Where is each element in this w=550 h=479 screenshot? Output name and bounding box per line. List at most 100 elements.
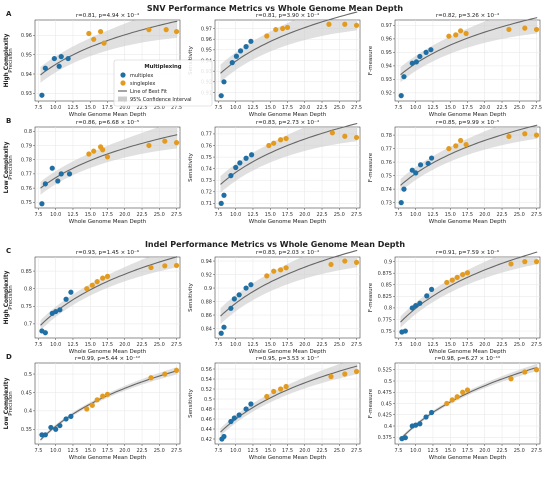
xtick-label: 20.0 [119,342,130,348]
data-point-singleplex [173,140,180,146]
data-point-multiplex [248,152,255,158]
ytick-label: 0.71 [201,201,212,207]
panel-8: 0.84 0.86 0.88 0.9 0.92 0.94 7.5 10.0 12.5 15.0 17… [188,249,362,355]
ytick-label: 0.95 [21,53,32,59]
data-point-singleplex [453,143,459,149]
xtick-label: 7.5 [214,212,222,218]
fit-line [40,20,178,76]
y-axis-label: F-measure [368,282,374,312]
panel-stat-label: r=0.81, p=4.94 × 10⁻⁴ [76,12,140,19]
legend-title: Multiplexing [144,64,181,70]
confidence-band [400,20,538,83]
xtick-label: 15.0 [265,212,276,218]
xtick-label: 17.5 [102,212,113,218]
ytick-label: 0.35 [21,427,32,433]
data-point-singleplex [444,279,450,286]
ytick-label: 0.45 [21,390,32,396]
data-point-singleplex [522,259,528,265]
ytick-label: 0.5 [204,397,212,403]
data-point-singleplex [101,40,107,46]
ytick-label: 0.86 [201,313,212,319]
xtick-label: 12.5 [67,105,78,111]
xtick-label: 25.0 [514,342,525,348]
data-point-singleplex [522,369,528,375]
confidence-band [40,127,178,195]
xtick-label: 12.5 [247,212,258,218]
x-axis-label: Whole Genome Mean Depth [249,219,327,225]
xtick-label: 20.0 [299,448,310,454]
panel-stat-label: r=0.95, p=3.53 × 10⁻⁷ [256,355,319,362]
data-point-multiplex [221,324,227,330]
x-axis-label: Whole Genome Mean Depth [69,112,147,118]
fit-line [40,256,178,326]
data-point-multiplex [233,164,239,171]
data-point-singleplex [280,25,286,32]
xtick-label: 7.5 [214,105,222,111]
fit-line [220,365,358,433]
xtick-label: 25.0 [334,342,345,348]
data-point-singleplex [277,267,284,273]
ytick-label: 0.76 [201,143,212,149]
ytick-label: 0.72 [201,190,212,196]
data-point-multiplex [42,330,48,336]
ytick-label: 0.48 [201,407,212,413]
data-point-multiplex [51,55,57,62]
xtick-label: 7.5 [34,448,42,454]
confidence-band [40,20,178,83]
y-axis-label: Precision [8,285,14,310]
x-axis-label: Whole Genome Mean Depth [429,112,507,118]
data-point-singleplex [173,28,180,35]
fit-line [220,249,358,317]
ytick-label: 0.52 [201,387,212,393]
data-point-singleplex [342,133,348,139]
data-point-multiplex [57,307,63,313]
data-point-multiplex [57,422,63,429]
data-point-singleplex [91,148,97,154]
ytick-label: 0.93 [381,77,392,83]
data-point-multiplex [423,49,429,56]
xtick-label: 17.5 [462,448,473,454]
data-point-multiplex [243,155,249,161]
data-point-singleplex [162,138,168,144]
xtick-label: 15.0 [445,212,456,218]
data-point-multiplex [221,79,227,85]
xtick-label: 27.5 [351,105,362,111]
legend: Multiplexing multiplex singleplex Line o… [113,59,213,107]
data-point-multiplex [48,424,54,431]
y-axis-label: Precision [8,155,14,180]
data-point-singleplex [342,258,348,264]
xtick-label: 25.0 [334,105,345,111]
xtick-label: 25.0 [334,448,345,454]
data-point-multiplex [425,160,431,167]
xtick-label: 27.5 [531,212,542,218]
x-axis-label: Whole Genome Mean Depth [69,219,147,225]
data-point-singleplex [148,264,154,271]
xtick-label: 10.0 [50,448,61,454]
xtick-label: 25.0 [514,448,525,454]
ytick-label: 0.425 [378,413,392,419]
xtick-label: 7.5 [214,342,222,348]
panel-stat-label: r=0.91, p=7.59 × 10⁻⁶ [436,249,500,256]
xtick-label: 25.0 [154,105,165,111]
data-point-singleplex [533,132,540,138]
xtick-label: 10.0 [50,105,61,111]
xtick-label: 10.0 [230,448,241,454]
data-point-multiplex [63,296,69,302]
xtick-label: 10.0 [50,212,61,218]
ytick-label: 0.45 [381,401,392,407]
data-point-singleplex [342,21,348,27]
data-point-singleplex [326,21,332,27]
xtick-label: 7.5 [394,342,402,348]
ytick-label: 0.75 [21,304,32,310]
fit-line [400,17,538,76]
data-point-singleplex [457,28,464,34]
data-point-singleplex [162,263,168,269]
panel-stat-label: r=0.98, p=6.27 × 10⁻¹⁰ [435,355,501,362]
data-point-multiplex [243,44,249,50]
data-point-singleplex [89,402,95,408]
confidence-band [220,20,358,82]
x-axis-label: Whole Genome Mean Depth [429,219,507,225]
data-point-multiplex [228,173,234,179]
xtick-label: 27.5 [531,105,542,111]
data-point-singleplex [277,137,284,143]
